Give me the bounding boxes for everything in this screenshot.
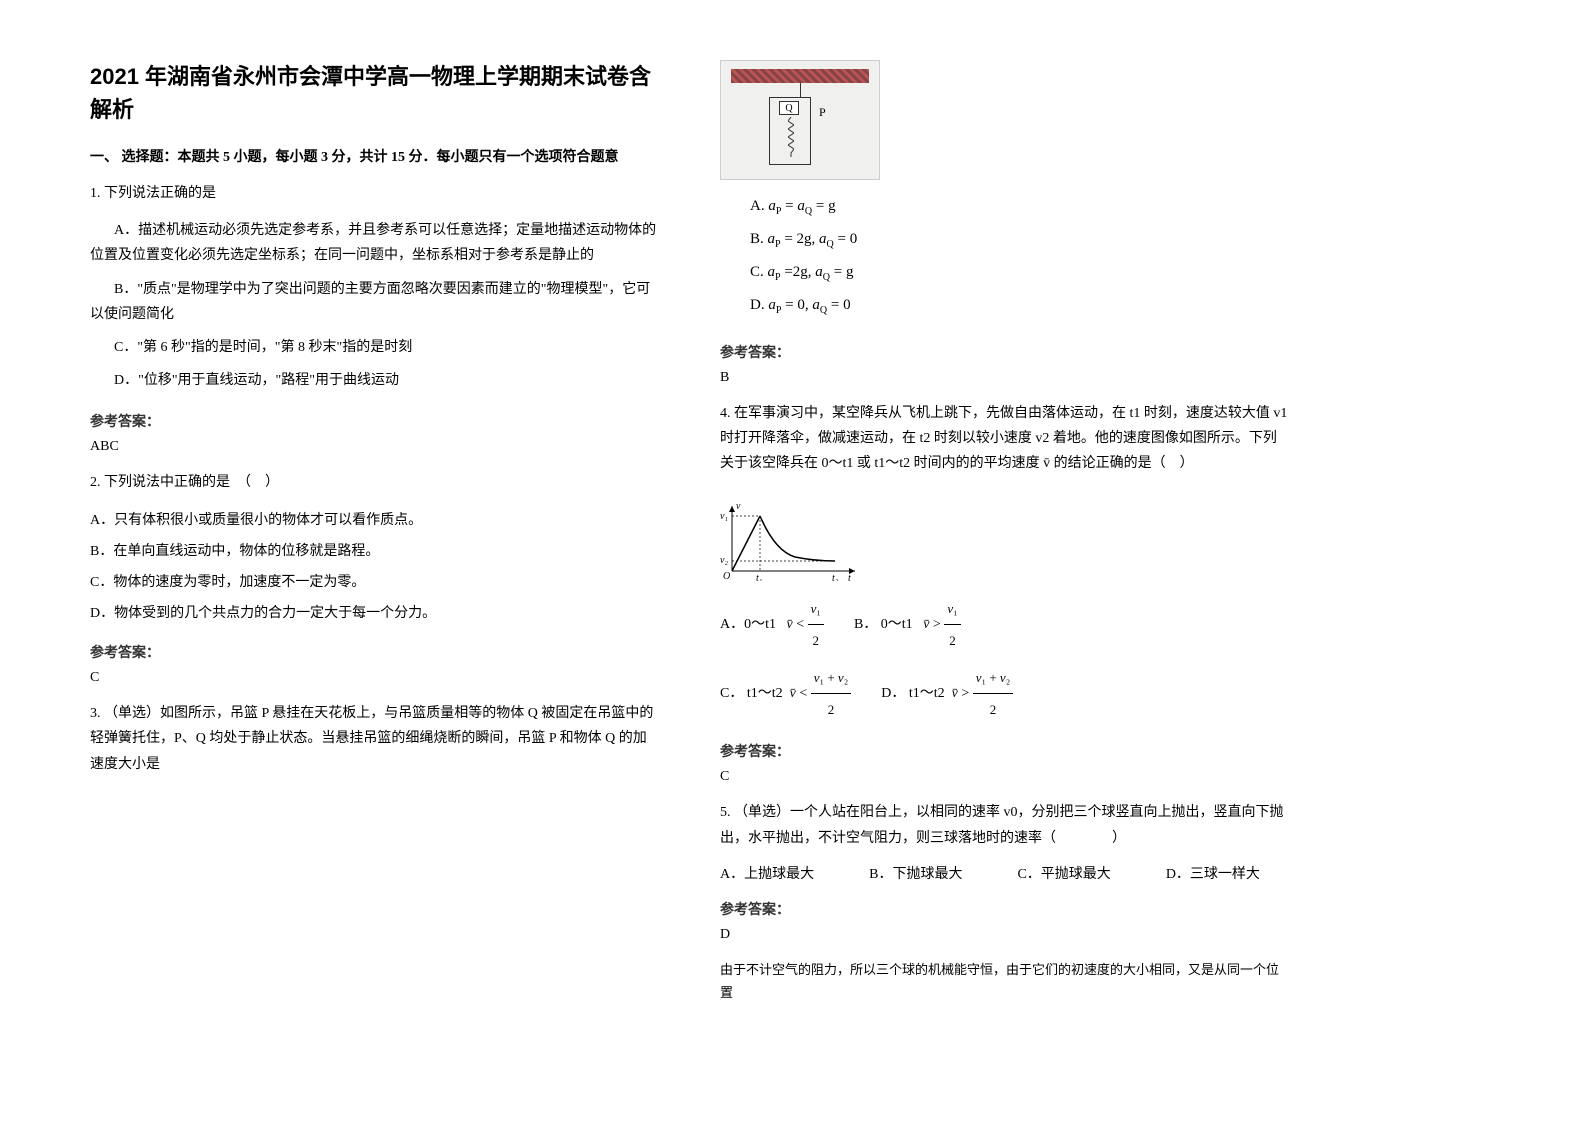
- a4: C: [720, 769, 1290, 785]
- q2-opt-d: D．物体受到的几个共点力的合力一定大于每一个分力。: [90, 601, 660, 626]
- q3-opt-c: C. aP =2g, aQ = g: [750, 256, 1290, 289]
- a2: C: [90, 670, 660, 686]
- svg-text:t₁: t₁: [756, 573, 762, 581]
- q5-opt-d: D．三球一样大: [1166, 863, 1260, 883]
- section-1-header: 一、 选择题：本题共 5 小题，每小题 3 分，共计 15 分．每小题只有一个选…: [90, 146, 660, 166]
- svg-text:v: v: [736, 501, 741, 512]
- svg-text:O: O: [723, 571, 730, 581]
- q4-opt-d: D． t1～t2 v̄ > v₁ + v₂2: [881, 662, 1013, 725]
- q5-options: A．上抛球最大 B．下抛球最大 C．平抛球最大 D．三球一样大: [720, 863, 1290, 883]
- q4-opt-b: B． 0～t1 v̄ > v₁2: [854, 593, 961, 656]
- q4-row-cd: C． t1～t2 v̄ < v₁ + v₂2 D． t1～t2 v̄ > v₁ …: [720, 662, 1290, 725]
- q1-opt-b: B．"质点"是物理学中为了突出问题的主要方面忽略次要因素而建立的"物理模型"，它…: [90, 277, 660, 327]
- q1-opt-d: D．"位移"用于直线运动，"路程"用于曲线运动: [90, 368, 660, 393]
- ceiling-icon: [731, 69, 869, 83]
- q3-opt-a: A. aP = aQ = g: [750, 190, 1290, 223]
- svg-text:t: t: [848, 573, 851, 581]
- a3-label: 参考答案：: [720, 342, 1290, 362]
- q3-diagram: Q P: [720, 60, 880, 180]
- exam-title: 2021 年湖南省永州市会潭中学高一物理上学期期末试卷含解析: [90, 60, 660, 126]
- a5-label: 参考答案：: [720, 899, 1290, 919]
- q4-stem: 4. 在军事演习中，某空降兵从飞机上跳下，先做自由落体运动，在 t1 时刻，速度…: [720, 401, 1290, 477]
- q4-opt-a: A．0～t1 v̄ < v₁2: [720, 593, 824, 656]
- q1-opt-a: A．描述机械运动必须先选定参考系，并且参考系可以任意选择；定量地描述运动物体的位…: [90, 218, 660, 268]
- a5-explain: 由于不计空气的阻力，所以三个球的机械能守恒，由于它们的初速度的大小相同，又是从同…: [720, 958, 1290, 1005]
- q5-stem: 5. （单选）一个人站在阳台上，以相同的速率 v0，分别把三个球竖直向上抛出，竖…: [720, 800, 1290, 850]
- a1-label: 参考答案：: [90, 411, 660, 431]
- a4-label: 参考答案：: [720, 741, 1290, 761]
- q4-graph: v₁ v₂ O t₁ t₂ t v: [720, 501, 860, 581]
- q3-opt-b: B. aP = 2g, aQ = 0: [750, 223, 1290, 256]
- q1-opt-c: C．"第 6 秒"指的是时间，"第 8 秒末"指的是时刻: [90, 335, 660, 360]
- q3-stem: 3. （单选）如图所示，吊篮 P 悬挂在天花板上，与吊篮质量相等的物体 Q 被固…: [90, 701, 660, 777]
- q3-options: A. aP = aQ = g B. aP = 2g, aQ = 0 C. aP …: [720, 190, 1290, 322]
- spring-icon: [788, 117, 794, 157]
- q5-opt-c: C．平抛球最大: [1017, 863, 1110, 883]
- q4-opt-c: C． t1～t2 v̄ < v₁ + v₂2: [720, 662, 851, 725]
- a2-label: 参考答案：: [90, 642, 660, 662]
- a1: ABC: [90, 439, 660, 455]
- a5: D: [720, 927, 1290, 943]
- a3: B: [720, 370, 1290, 386]
- q2-opt-a: A．只有体积很小或质量很小的物体才可以看作质点。: [90, 508, 660, 533]
- q5-opt-b: B．下抛球最大: [869, 863, 962, 883]
- svg-text:v₁: v₁: [720, 511, 728, 522]
- block-q-icon: Q: [779, 101, 799, 115]
- q3-opt-d: D. aP = 0, aQ = 0: [750, 289, 1290, 322]
- q5-opt-a: A．上抛球最大: [720, 863, 814, 883]
- q2-stem: 2. 下列说法中正确的是 （ ）: [90, 470, 660, 495]
- rope-icon: [800, 83, 801, 97]
- svg-text:t₂: t₂: [832, 573, 839, 581]
- q4-row-ab: A．0～t1 v̄ < v₁2 B． 0～t1 v̄ > v₁2: [720, 593, 1290, 656]
- label-p: P: [819, 105, 826, 120]
- q2-opt-b: B．在单向直线运动中，物体的位移就是路程。: [90, 539, 660, 564]
- q2-opt-c: C．物体的速度为零时，加速度不一定为零。: [90, 570, 660, 595]
- q1-stem: 1. 下列说法正确的是: [90, 181, 660, 206]
- svg-text:v₂: v₂: [720, 555, 728, 566]
